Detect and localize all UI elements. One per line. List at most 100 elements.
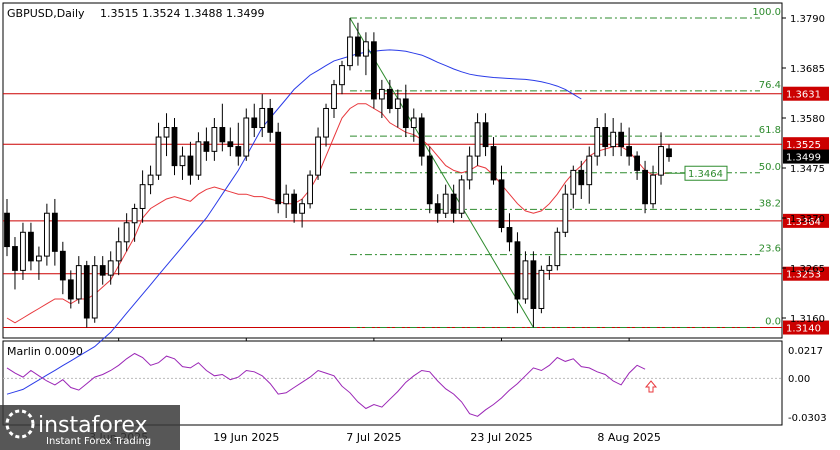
candle-body (386, 88, 393, 109)
candle-body (171, 127, 178, 167)
y-tick-label: 1.3370 (790, 214, 825, 225)
symbol-title: GBPUSD,Daily (7, 7, 85, 20)
candle-body (115, 241, 122, 262)
y-tick-label: 1.3685 (790, 64, 825, 75)
candle-body (4, 212, 10, 248)
candle-body (283, 193, 290, 205)
candle-body (291, 193, 298, 214)
candle-body (570, 169, 577, 195)
y-tick-label: 1.3265 (790, 264, 825, 275)
candle-body (12, 246, 18, 271)
candle-body (586, 155, 593, 186)
candle-body (378, 88, 385, 100)
candle-body (163, 127, 170, 138)
current-price-label: 1.3499 (786, 153, 821, 164)
candle-body (75, 265, 82, 300)
candle-body (490, 146, 497, 181)
price-level-tag (783, 86, 829, 101)
candle-body (642, 169, 648, 205)
fibo-trend-line (349, 17, 534, 328)
candle-body (610, 131, 617, 148)
fibo-level-label: 100.0 (752, 7, 781, 18)
candle-body (339, 65, 345, 86)
candle-body (658, 146, 664, 176)
candle-body (195, 141, 202, 176)
candle-body (59, 250, 66, 281)
candle-body (36, 255, 42, 262)
indicator-panel-frame (2, 340, 783, 426)
candle-body (426, 155, 433, 205)
oscillator-line (6, 352, 646, 417)
candle-body (323, 107, 329, 138)
candle-body (522, 260, 529, 300)
candle-body (227, 141, 234, 148)
candle-body (299, 203, 306, 214)
y-tick-label: 1.3475 (790, 164, 825, 175)
candle-body (235, 146, 242, 157)
ma-value-box (684, 165, 728, 181)
price-level-tag (783, 320, 829, 335)
candle-body (650, 174, 656, 205)
candle-body (251, 117, 258, 129)
candle-body (466, 155, 473, 181)
candle-body (187, 155, 194, 176)
candle-body (107, 260, 114, 276)
candle-body (530, 260, 537, 309)
candle-body (91, 265, 98, 319)
candle-body (211, 127, 218, 152)
candle-body (267, 107, 274, 133)
price-level-tag (783, 213, 829, 228)
candle-body (28, 231, 34, 262)
candle-body (450, 193, 457, 214)
candle-body (51, 212, 58, 252)
price-level-label: 1.3525 (786, 140, 821, 151)
watermark-brand: instaforex (38, 413, 148, 438)
candle-body (410, 117, 417, 129)
fibo-level-label: 0.0 (765, 317, 781, 328)
x-tick-label: 7 Jul 2025 (346, 431, 401, 444)
ma-slow-line (6, 49, 582, 395)
candle-body (275, 131, 282, 205)
indicator-label: Marlin 0.0090 (7, 345, 83, 358)
main-panel-frame (2, 2, 783, 339)
candle-body (562, 193, 569, 233)
fibo-level-label: 23.6 (759, 244, 781, 255)
candle-body (20, 231, 26, 271)
candle-body (482, 122, 489, 148)
price-level-label: 1.3364 (786, 217, 821, 228)
candle-body (458, 179, 465, 214)
candle-body (203, 141, 210, 152)
current-price-tag (783, 149, 829, 164)
candle-body (99, 265, 106, 276)
candle-body (474, 122, 481, 157)
candle-body (498, 179, 505, 229)
price-level-tag (783, 266, 829, 281)
candle-body (506, 227, 513, 243)
price-level-label: 1.3631 (786, 90, 821, 101)
candle-body (666, 148, 672, 158)
ma-fast-line (6, 103, 669, 324)
candle-body (594, 127, 601, 157)
fibo-level-label: 61.8 (759, 125, 781, 136)
candle-body (243, 117, 250, 157)
candle-body (131, 207, 138, 224)
candle-body (546, 265, 553, 271)
y-tick-label: 1.3790 (790, 14, 825, 25)
candle-body (370, 41, 377, 100)
fibo-level-label: 50.0 (759, 162, 781, 173)
x-tick-label: 8 Aug 2025 (597, 431, 660, 444)
candle-body (402, 98, 409, 129)
candle-body (347, 36, 353, 67)
fibo-level-label: 76.4 (759, 80, 781, 91)
candle-body (123, 222, 130, 243)
instaforex-logo: instaforex Instant Forex Trading (0, 405, 180, 450)
candle-body (355, 36, 361, 57)
candle-body (434, 203, 441, 214)
candle-body (578, 169, 585, 186)
candle-body (554, 231, 561, 267)
candle-body (307, 174, 313, 205)
price-level-tag (783, 137, 829, 152)
candle-body (442, 193, 449, 214)
candle-body (626, 146, 633, 157)
